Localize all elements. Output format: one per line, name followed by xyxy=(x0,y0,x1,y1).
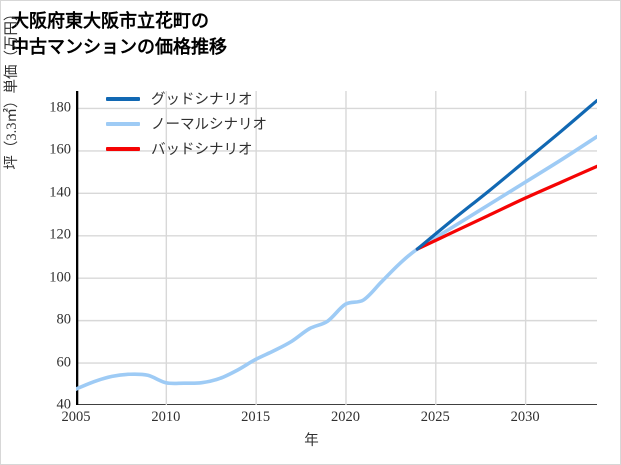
plot-area xyxy=(76,91,597,405)
x-tick-label: 2015 xyxy=(241,409,271,425)
legend-label: グッドシナリオ xyxy=(151,92,253,108)
grid-lines xyxy=(76,91,597,405)
x-axis-title: 年 xyxy=(304,433,319,449)
x-tick-label: 2005 xyxy=(61,409,91,425)
y-tick-label: 100 xyxy=(49,269,71,286)
x-tick-label: 2030 xyxy=(510,409,540,425)
y-axis-tick-labels: 40 60 80 100 120 140 160 180 xyxy=(1,1,72,464)
plot-svg xyxy=(76,91,597,405)
series-line-3 xyxy=(415,164,597,251)
x-tick-label: 2020 xyxy=(330,409,360,425)
series-line-1 xyxy=(415,98,597,251)
legend-color-swatch xyxy=(106,96,140,101)
legend-label: バッドシナリオ xyxy=(151,142,253,158)
y-tick-label: 40 xyxy=(56,396,72,413)
chart-legend: グッドシナリオ ノーマルシナリオ バッドシナリオ xyxy=(106,90,267,158)
y-axis-title: 坪（3.3㎡）単価（万円） xyxy=(4,6,20,170)
series-line-2 xyxy=(76,134,597,391)
legend-label: ノーマルシナリオ xyxy=(151,117,267,133)
page-title: 大阪府東大阪市立花町の 中古マンションの価格推移 xyxy=(11,11,227,57)
data-series-lines xyxy=(76,98,597,391)
y-tick-label: 160 xyxy=(49,141,71,158)
y-tick-label: 60 xyxy=(56,354,72,371)
legend-item-1[interactable]: グッドシナリオ xyxy=(106,90,267,108)
x-tick-label: 2010 xyxy=(151,409,181,425)
x-axis-tick-labels: 2005 2010 2015 2020 2025 2030 xyxy=(1,409,620,433)
y-tick-label: 180 xyxy=(49,99,71,116)
y-tick-label: 140 xyxy=(49,184,71,201)
y-tick-label: 80 xyxy=(56,311,72,328)
x-tick-label: 2025 xyxy=(420,409,450,425)
legend-item-3[interactable]: バッドシナリオ xyxy=(106,140,267,158)
legend-color-swatch xyxy=(106,121,140,126)
legend-color-swatch xyxy=(106,146,140,151)
legend-item-2[interactable]: ノーマルシナリオ xyxy=(106,115,267,133)
y-tick-label: 120 xyxy=(49,226,71,243)
